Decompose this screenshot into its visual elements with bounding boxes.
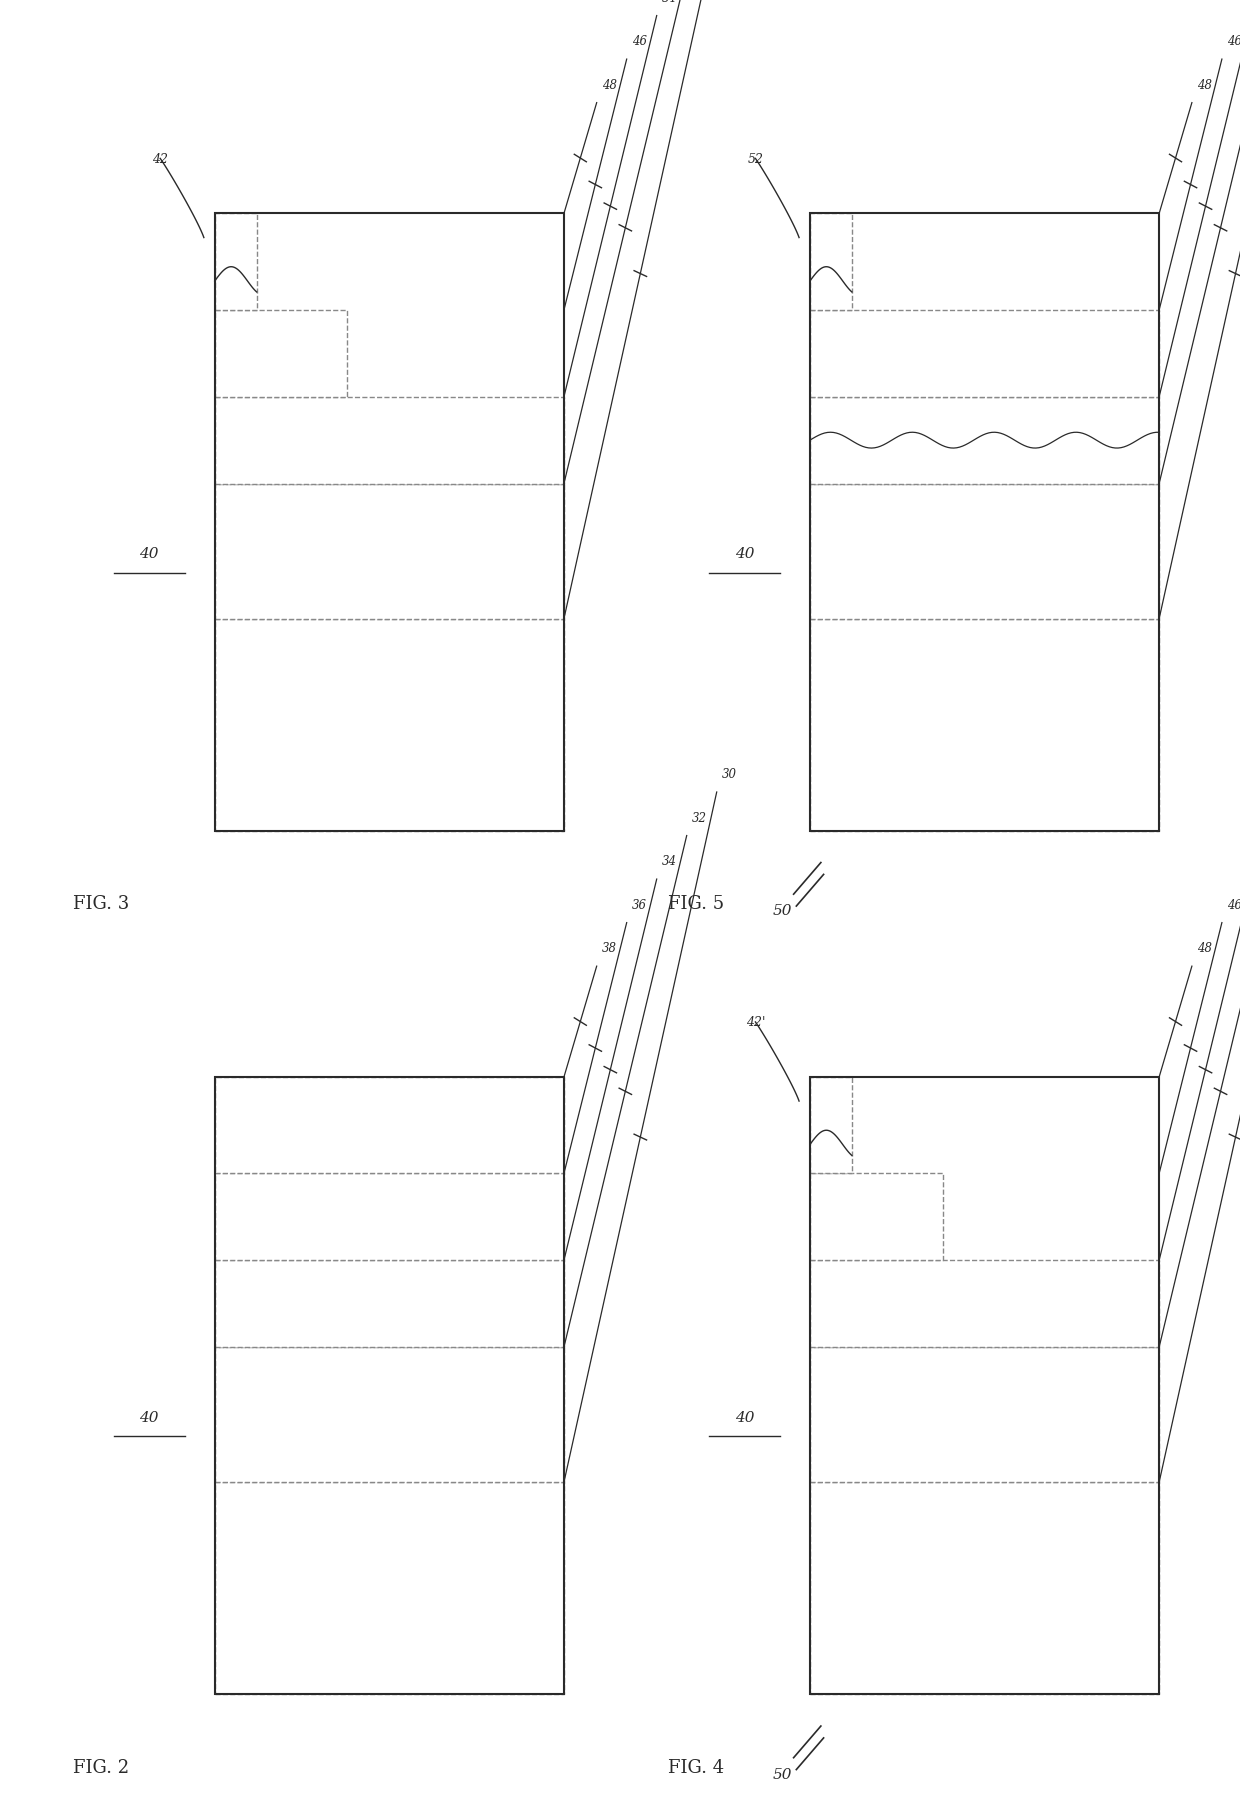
Text: 48: 48 bbox=[1198, 79, 1213, 92]
Text: FIG. 5: FIG. 5 bbox=[668, 895, 724, 913]
Text: 46: 46 bbox=[1228, 36, 1240, 49]
Bar bbox=[810, 214, 852, 311]
Text: 32: 32 bbox=[692, 811, 707, 823]
Text: 36: 36 bbox=[632, 899, 647, 912]
Text: 46: 46 bbox=[1228, 899, 1240, 912]
Text: 52: 52 bbox=[748, 153, 764, 165]
Bar bbox=[215, 214, 257, 311]
Text: FIG. 2: FIG. 2 bbox=[73, 1758, 129, 1776]
Bar bbox=[215, 1174, 564, 1260]
Bar bbox=[810, 1077, 852, 1174]
Text: 34: 34 bbox=[662, 0, 677, 5]
Text: 34: 34 bbox=[662, 854, 677, 868]
Bar bbox=[215, 484, 564, 619]
Bar bbox=[215, 214, 564, 831]
Text: 40: 40 bbox=[140, 547, 159, 561]
Bar bbox=[810, 311, 1159, 397]
Bar bbox=[215, 619, 564, 831]
Bar bbox=[810, 1174, 942, 1260]
Text: FIG. 3: FIG. 3 bbox=[73, 895, 129, 913]
Bar bbox=[810, 1077, 1159, 1694]
Bar bbox=[215, 397, 564, 484]
Bar bbox=[215, 1077, 564, 1174]
Bar bbox=[215, 1077, 564, 1694]
Bar bbox=[215, 1482, 564, 1694]
Bar bbox=[215, 1347, 564, 1482]
Text: 42: 42 bbox=[153, 153, 169, 165]
Text: 42': 42' bbox=[745, 1016, 765, 1028]
Text: 40: 40 bbox=[140, 1410, 159, 1424]
Text: 50: 50 bbox=[773, 1767, 792, 1780]
Text: 40: 40 bbox=[735, 1410, 754, 1424]
Bar bbox=[810, 1260, 1159, 1347]
Text: FIG. 4: FIG. 4 bbox=[668, 1758, 724, 1776]
Bar bbox=[215, 311, 347, 397]
Text: 40: 40 bbox=[735, 547, 754, 561]
Text: 50: 50 bbox=[773, 904, 792, 917]
Bar bbox=[810, 484, 1159, 619]
Bar bbox=[810, 397, 1159, 484]
Text: 48: 48 bbox=[603, 79, 618, 92]
Bar bbox=[810, 1482, 1159, 1694]
Bar bbox=[215, 1260, 564, 1347]
Text: 46: 46 bbox=[632, 36, 647, 49]
Text: 38: 38 bbox=[603, 942, 618, 955]
Text: 48: 48 bbox=[1198, 942, 1213, 955]
Bar bbox=[810, 214, 1159, 831]
Text: 30: 30 bbox=[722, 768, 737, 780]
Bar bbox=[810, 619, 1159, 831]
Bar bbox=[810, 1347, 1159, 1482]
